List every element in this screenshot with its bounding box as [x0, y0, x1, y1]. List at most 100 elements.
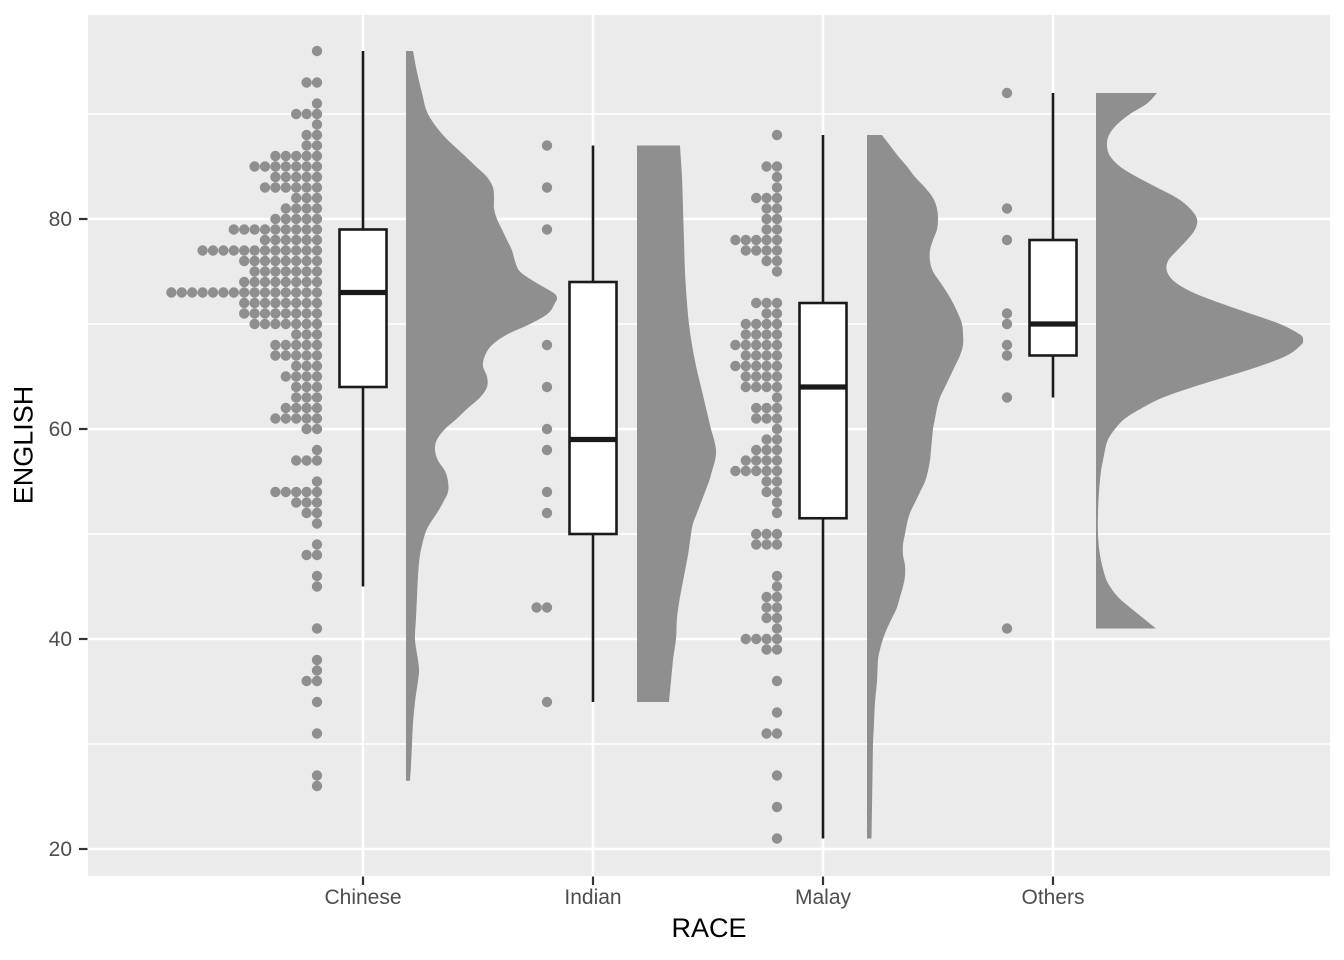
dot-malay	[771, 591, 783, 603]
dot-chinese	[280, 266, 291, 277]
dot-chinese	[259, 318, 271, 330]
dot-chinese	[270, 213, 281, 225]
dot-malay	[730, 234, 741, 246]
dot-chinese	[301, 392, 312, 403]
dot-chinese	[311, 423, 323, 435]
dot-malay	[751, 360, 762, 372]
dot-others	[1001, 350, 1013, 361]
dot-malay	[751, 234, 762, 246]
dot-chinese	[301, 161, 312, 172]
dot-chinese	[197, 245, 208, 256]
dot-indian	[541, 486, 553, 498]
dot-chinese	[280, 308, 291, 319]
dot-malay	[771, 308, 783, 319]
dot-malay	[771, 129, 783, 141]
dot-malay	[771, 801, 783, 813]
dot-chinese	[249, 161, 260, 172]
dot-malay	[761, 465, 772, 477]
dot-chinese	[166, 287, 177, 298]
dot-chinese	[301, 339, 312, 351]
dot-chinese	[301, 150, 312, 162]
dot-chinese	[259, 308, 271, 319]
dot-chinese	[301, 675, 312, 687]
dot-chinese	[291, 255, 302, 267]
x-tick-label: Indian	[564, 886, 621, 909]
dot-chinese	[311, 696, 323, 708]
box-malay	[798, 301, 848, 520]
dot-malay	[771, 329, 783, 340]
dot-malay	[771, 161, 783, 172]
dot-others	[1001, 623, 1013, 634]
dot-others	[1001, 234, 1013, 246]
dot-chinese	[311, 497, 323, 508]
dot-chinese	[301, 329, 312, 340]
dot-chinese	[228, 224, 239, 235]
dot-malay	[771, 413, 783, 424]
dot-malay	[771, 339, 783, 351]
dot-chinese	[301, 108, 312, 120]
dot-chinese	[291, 413, 302, 424]
dot-malay	[771, 728, 783, 739]
dot-indian	[541, 182, 553, 193]
dot-indian	[541, 696, 553, 708]
dot-malay	[761, 360, 772, 372]
dot-malay	[761, 528, 772, 540]
x-axis-title: RACE	[671, 913, 747, 943]
dot-chinese	[249, 308, 260, 319]
dot-chinese	[280, 150, 291, 162]
dot-malay	[761, 444, 772, 456]
dot-chinese	[259, 245, 271, 256]
dot-chinese	[301, 245, 312, 256]
dot-malay	[740, 329, 751, 340]
dot-malay	[761, 476, 772, 487]
dot-chinese	[291, 318, 302, 330]
dot-chinese	[259, 255, 271, 267]
dot-chinese	[311, 371, 323, 382]
dot-others	[1001, 318, 1013, 330]
dot-chinese	[280, 339, 291, 351]
dot-chinese	[301, 455, 312, 466]
dot-malay	[771, 528, 783, 540]
dot-chinese	[311, 108, 323, 120]
dot-malay	[761, 371, 772, 382]
dot-chinese	[311, 77, 323, 88]
dot-malay	[771, 423, 783, 435]
dot-malay	[751, 455, 762, 466]
dot-malay	[761, 633, 772, 645]
dot-chinese	[311, 539, 323, 550]
dot-chinese	[311, 455, 323, 466]
dot-malay	[771, 350, 783, 361]
dot-chinese	[270, 339, 281, 351]
dot-chinese	[301, 171, 312, 183]
dot-chinese	[259, 182, 271, 193]
dot-chinese	[311, 549, 323, 561]
violin-indian	[637, 145, 717, 702]
dot-malay	[751, 633, 762, 645]
dot-malay	[761, 539, 772, 550]
dot-malay	[761, 728, 772, 739]
dot-malay	[751, 381, 762, 393]
dot-chinese	[270, 182, 281, 193]
dot-chinese	[311, 360, 323, 372]
box-others	[1028, 238, 1078, 357]
dot-chinese	[249, 255, 260, 267]
dot-chinese	[280, 297, 291, 309]
dot-chinese	[249, 224, 260, 235]
dot-chinese	[301, 287, 312, 298]
dot-chinese	[301, 297, 312, 309]
dot-malay	[761, 245, 772, 256]
dot-chinese	[311, 308, 323, 319]
dot-chinese	[311, 98, 323, 109]
dot-malay	[761, 455, 772, 466]
dot-chinese	[301, 224, 312, 235]
dot-chinese	[311, 287, 323, 298]
dot-malay	[761, 224, 772, 235]
dot-chinese	[187, 287, 198, 298]
dot-chinese	[311, 297, 323, 309]
dot-chinese	[311, 329, 323, 340]
dot-chinese	[207, 245, 219, 256]
dot-indian	[541, 444, 553, 456]
dot-malay	[761, 161, 772, 172]
dot-chinese	[291, 245, 302, 256]
dot-chinese	[239, 276, 250, 288]
